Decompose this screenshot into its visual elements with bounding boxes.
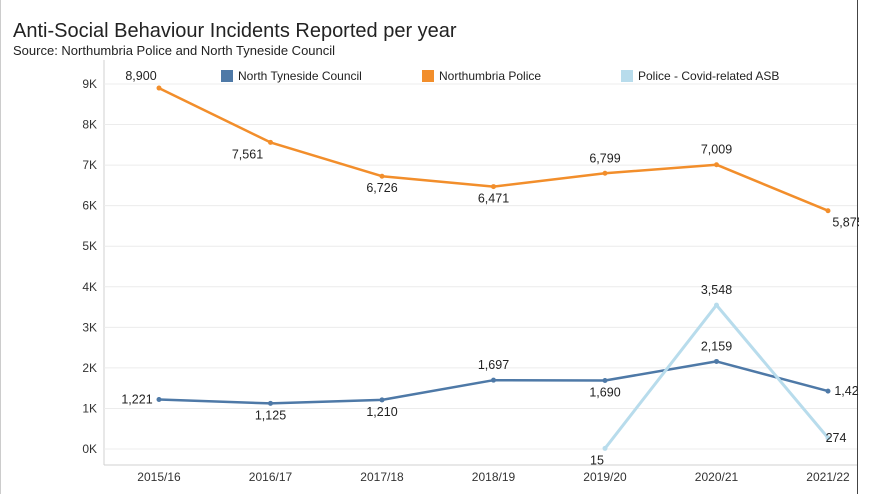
data-label: 1,210 <box>366 405 397 419</box>
data-point <box>602 170 608 176</box>
data-point <box>268 400 273 406</box>
data-label: 1,221 <box>121 392 152 406</box>
data-label: 7,561 <box>232 147 263 161</box>
data-label: 274 <box>826 431 847 445</box>
y-tick-label: 9K <box>82 77 97 91</box>
legend-label: Northumbria Police <box>439 69 541 83</box>
series-line <box>603 303 830 450</box>
data-label: 1,697 <box>478 358 509 372</box>
x-tick-label: 2018/19 <box>472 470 516 484</box>
data-point <box>825 388 831 394</box>
data-label: 6,471 <box>478 192 509 206</box>
data-label: 8,900 <box>125 69 156 83</box>
legend-swatch <box>422 70 434 82</box>
y-tick-label: 6K <box>82 199 97 213</box>
data-label: 7,009 <box>701 143 732 157</box>
y-tick-label: 8K <box>82 118 97 132</box>
legend-label: Police - Covid-related ASB <box>638 69 779 83</box>
y-tick-label: 7K <box>82 158 97 172</box>
data-point <box>156 85 162 91</box>
data-label: 6,799 <box>589 151 620 165</box>
data-label: 1,690 <box>589 385 620 399</box>
x-tick-label: 2020/21 <box>695 470 739 484</box>
data-point <box>714 302 719 308</box>
data-point <box>268 139 273 145</box>
legend-swatch <box>221 70 233 82</box>
data-point <box>825 208 831 214</box>
data-point <box>714 162 719 168</box>
data-point <box>379 173 385 179</box>
data-label: 1,125 <box>255 408 286 422</box>
data-point <box>156 396 162 402</box>
data-point <box>714 358 719 364</box>
chart-subtitle: Source: Northumbria Police and North Tyn… <box>13 43 336 58</box>
x-tick-label: 2016/17 <box>249 470 293 484</box>
x-tick-label: 2015/16 <box>137 470 181 484</box>
x-tick-label: 2019/20 <box>583 470 627 484</box>
y-tick-label: 1K <box>82 401 97 415</box>
y-tick-label: 3K <box>82 320 97 334</box>
data-point <box>825 435 831 441</box>
data-point <box>602 445 608 451</box>
data-label: 6,726 <box>366 181 397 195</box>
legend-label: North Tyneside Council <box>238 69 362 83</box>
data-label: 15 <box>590 453 604 467</box>
data-point <box>491 184 496 190</box>
data-point <box>379 397 385 403</box>
x-tick-label: 2021/22 <box>806 470 850 484</box>
data-label: 2,159 <box>701 339 732 353</box>
data-label: 3,548 <box>701 283 732 297</box>
y-tick-label: 0K <box>82 442 97 456</box>
data-point <box>491 377 496 383</box>
x-tick-label: 2017/18 <box>360 470 404 484</box>
chart-title: Anti-Social Behaviour Incidents Reported… <box>13 20 457 42</box>
data-point <box>602 377 608 383</box>
y-tick-label: 5K <box>82 239 97 253</box>
y-tick-label: 2K <box>82 361 97 375</box>
data-label: 1,428 <box>834 384 859 398</box>
data-label: 5,875 <box>832 216 859 230</box>
legend-swatch <box>621 70 633 82</box>
y-tick-label: 4K <box>82 280 97 294</box>
